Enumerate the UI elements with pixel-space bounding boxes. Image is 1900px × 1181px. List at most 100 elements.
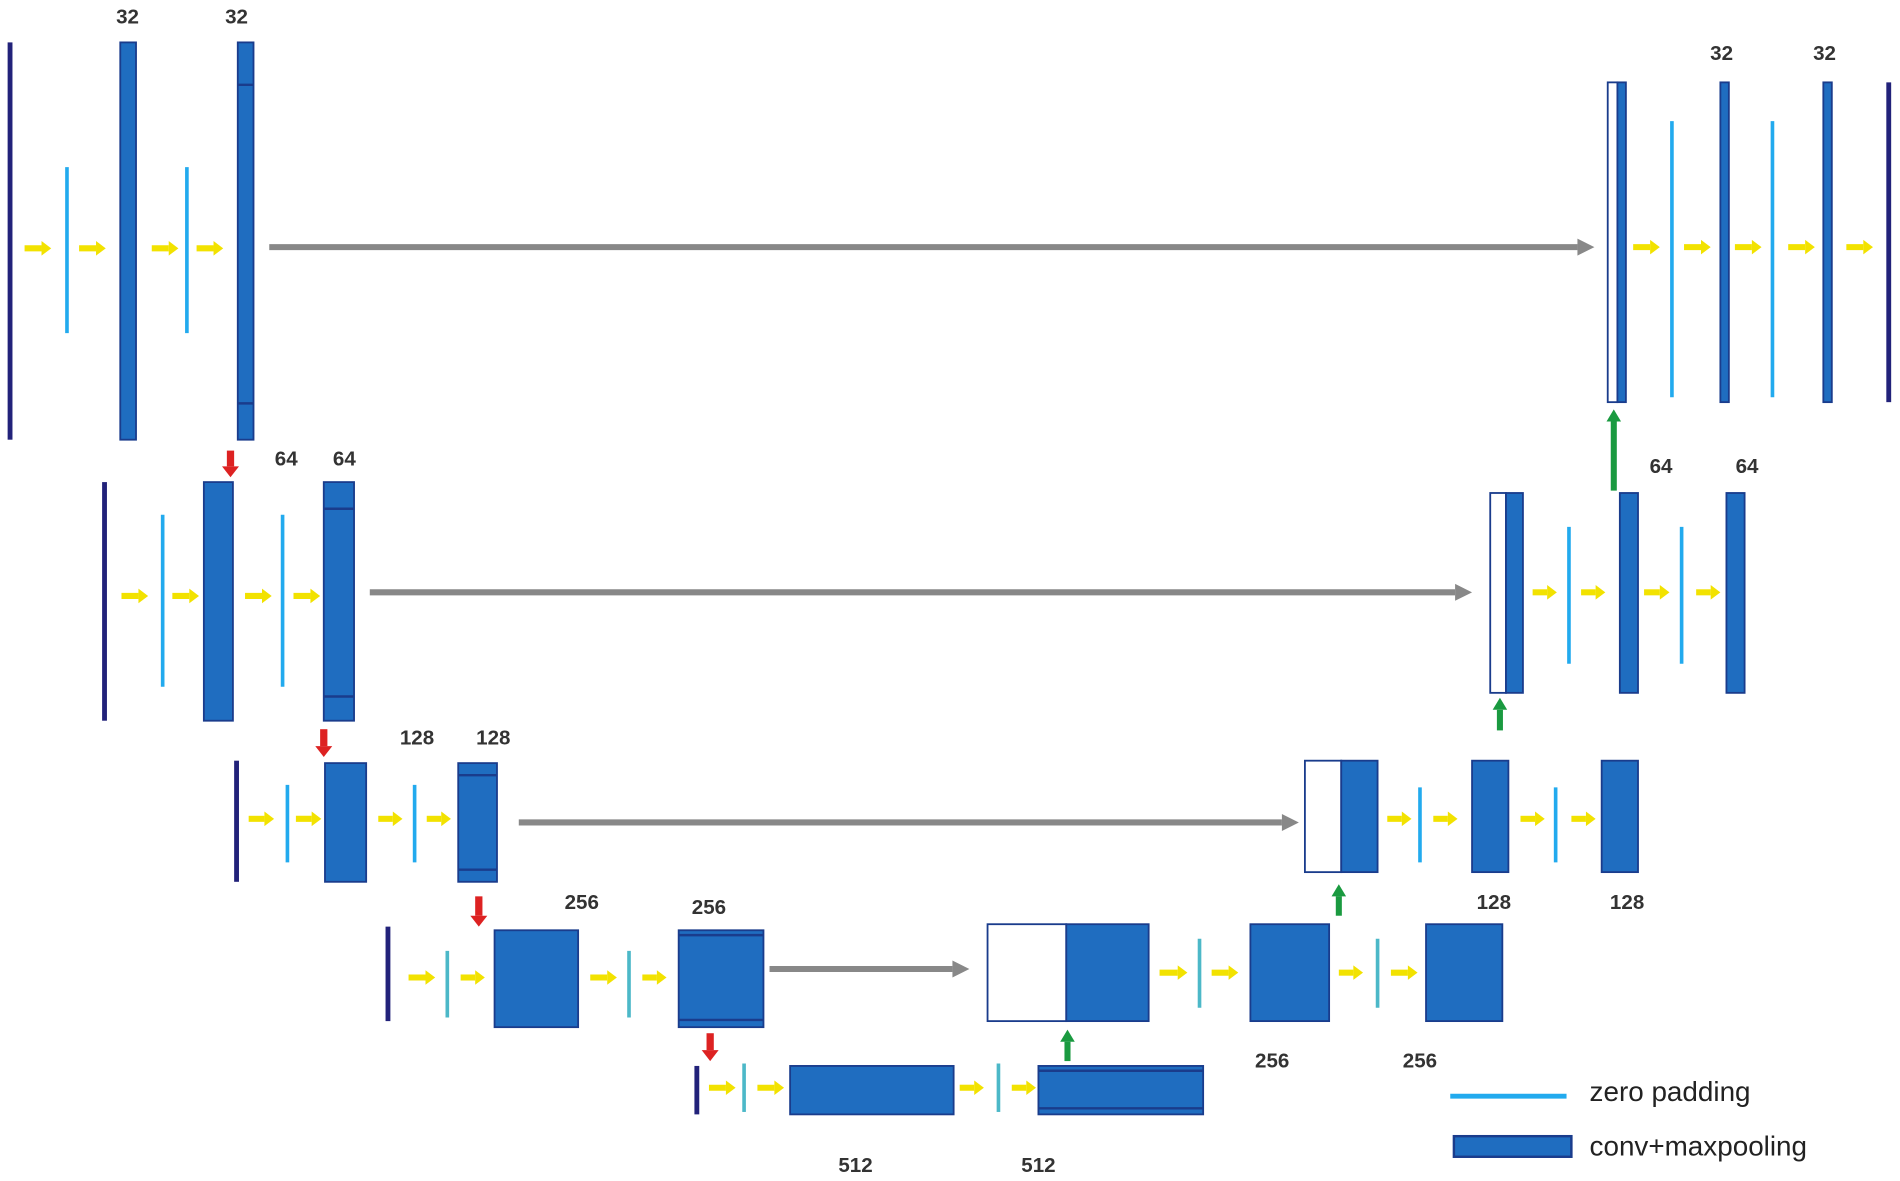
channel-label: 32	[225, 6, 248, 29]
conv-block	[236, 41, 255, 441]
concat-block	[1303, 759, 1343, 874]
maxpool-arrow-head	[222, 466, 239, 478]
skip-connection-head	[1577, 238, 1595, 256]
conv-arrow-head	[725, 1080, 736, 1095]
conv-arrow-head	[1805, 239, 1815, 255]
conv-arrow-head	[264, 811, 275, 827]
upsample-arrow-head	[1606, 409, 1622, 422]
conv-arrow-head	[1710, 585, 1721, 600]
legend-conv-swatch	[1452, 1134, 1573, 1158]
conv-arrow-head	[774, 1080, 785, 1095]
conv-arrow-head	[974, 1080, 984, 1095]
maxpool-arrow-head	[470, 915, 488, 927]
conv-arrow-head	[1751, 239, 1762, 255]
conv-arrow-head	[1407, 965, 1418, 980]
conv-arrow-head	[1595, 585, 1606, 600]
channel-label: 128	[1610, 891, 1644, 914]
conv-block	[1340, 759, 1379, 874]
concat-block	[1606, 81, 1619, 404]
skip-connection-head	[1455, 583, 1473, 601]
channel-label: 128	[400, 726, 434, 749]
conv-arrow-head	[189, 588, 200, 604]
conv-arrow-head	[1026, 1080, 1037, 1095]
input-layer	[102, 482, 107, 721]
conv-block	[1505, 492, 1524, 694]
conv-block	[1822, 81, 1833, 404]
concat-block	[986, 923, 1068, 1023]
conv-block	[202, 481, 234, 722]
conv-arrow-head	[1585, 811, 1596, 827]
channel-label: 512	[1021, 1154, 1055, 1177]
channel-label: 64	[1736, 455, 1759, 478]
channel-label: 128	[476, 726, 510, 749]
conv-arrow-head	[607, 970, 617, 985]
channel-label: 512	[838, 1154, 872, 1177]
conv-arrow-head	[475, 970, 485, 985]
conv-arrow-head	[392, 811, 403, 827]
conv-arrow-head	[1650, 239, 1660, 255]
input-layer	[694, 1065, 700, 1115]
conv-arrow-head	[213, 241, 224, 256]
concat-block	[1489, 492, 1507, 694]
conv-block	[1618, 492, 1639, 694]
conv-arrow-head	[441, 811, 451, 827]
conv-block	[457, 762, 498, 883]
skip-connection-head	[1281, 813, 1299, 831]
conv-block	[1037, 1065, 1205, 1116]
conv-block	[677, 929, 765, 1029]
conv-arrow-head	[1447, 811, 1458, 827]
conv-block	[1471, 759, 1510, 874]
maxpool-arrow-head	[701, 1050, 719, 1062]
conv-arrow-head	[138, 588, 149, 604]
conv-block	[1616, 81, 1627, 404]
channel-label: 256	[565, 891, 599, 914]
conv-arrow-head	[1401, 811, 1412, 827]
conv-arrow-head	[1863, 239, 1873, 255]
conv-arrow-head	[425, 970, 436, 985]
conv-block	[789, 1065, 955, 1116]
upsample-arrow-head	[1060, 1029, 1075, 1042]
input-layer	[234, 760, 239, 882]
conv-arrow-head	[1659, 585, 1670, 600]
upsample-arrow-head	[1492, 697, 1508, 710]
channel-label: 64	[275, 448, 298, 471]
upsample-arrow-head	[1331, 884, 1347, 897]
conv-arrow-head	[1547, 585, 1557, 600]
legend-label: conv+maxpooling	[1590, 1131, 1807, 1162]
conv-arrow-head	[1353, 965, 1364, 980]
channel-label: 128	[1477, 891, 1511, 914]
channel-label: 64	[333, 448, 356, 471]
conv-arrow-head	[1535, 811, 1545, 827]
maxpool-arrow-head	[315, 746, 333, 758]
conv-arrow-head	[656, 970, 667, 985]
conv-arrow-head	[310, 588, 321, 604]
input-layer	[7, 42, 13, 440]
skip-connection-head	[952, 960, 970, 978]
channel-label: 64	[1650, 455, 1673, 478]
conv-block	[1065, 923, 1150, 1023]
conv-arrow-head	[96, 241, 106, 256]
channel-label: 32	[1710, 42, 1733, 65]
conv-block	[1600, 759, 1639, 874]
conv-block	[1719, 81, 1730, 404]
conv-block	[493, 929, 580, 1029]
conv-block	[1425, 923, 1504, 1023]
conv-arrow-head	[168, 241, 179, 256]
channel-label: 256	[1255, 1050, 1289, 1073]
channel-label: 256	[1403, 1050, 1437, 1073]
channel-label: 32	[116, 6, 139, 29]
channel-label: 32	[1813, 42, 1836, 65]
conv-arrow-head	[1700, 239, 1711, 255]
conv-arrow-head	[1228, 965, 1239, 980]
conv-arrow-head	[311, 811, 322, 827]
conv-block	[324, 762, 368, 883]
conv-block	[322, 481, 355, 722]
conv-block	[119, 41, 137, 441]
conv-arrow-head	[41, 241, 52, 256]
legend-label: zero padding	[1590, 1076, 1751, 1107]
conv-arrow-head	[1177, 965, 1188, 980]
conv-block	[1249, 923, 1331, 1023]
input-layer	[1886, 82, 1892, 403]
